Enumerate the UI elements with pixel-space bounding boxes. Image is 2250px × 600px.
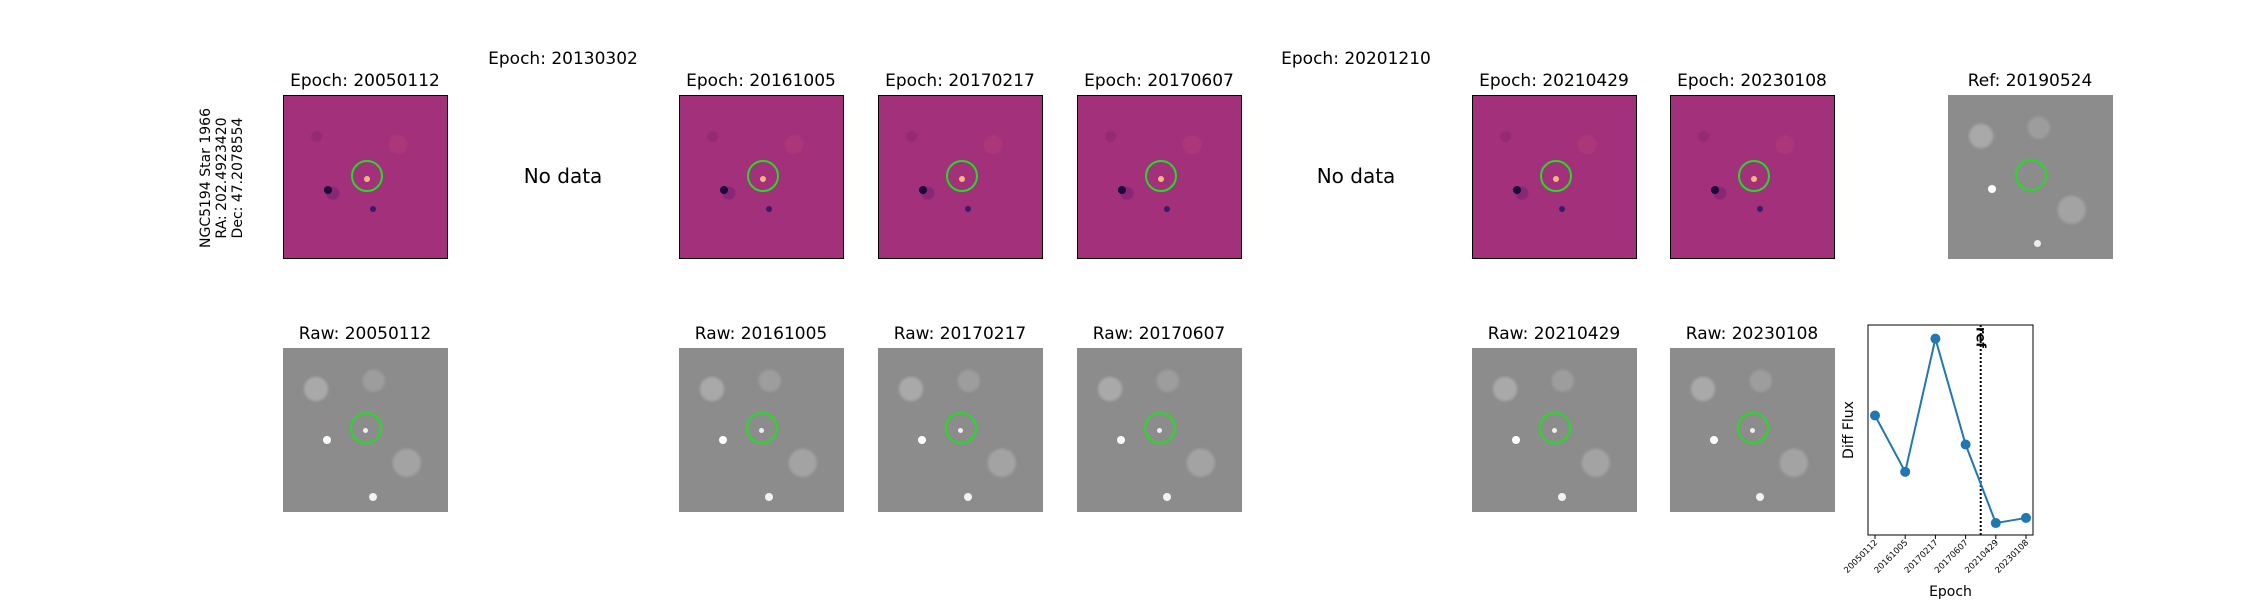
x-axis-label: Epoch	[1929, 584, 1972, 600]
series-line	[1874, 338, 2027, 525]
raw-title: Raw: 20230108	[1685, 324, 1819, 344]
data-point	[1960, 439, 1971, 450]
star-name: NGC5194 Star 1966	[198, 108, 214, 248]
aperture-circle	[1737, 412, 1769, 444]
diff-title: Epoch: 20170607	[1084, 71, 1234, 91]
raw-image	[1077, 348, 1242, 512]
ref-title: Ref: 20190524	[1967, 71, 2093, 91]
diff-title: Epoch: 20170217	[885, 71, 1035, 91]
raw-title: Raw: 20210429	[1487, 324, 1621, 344]
raw-image	[1670, 348, 1835, 512]
aperture-circle	[946, 160, 978, 192]
raw-image	[679, 348, 844, 512]
data-point	[1870, 410, 1880, 421]
data-point	[2021, 512, 2031, 523]
data-point	[1930, 333, 1941, 344]
diff-image	[1670, 95, 1835, 259]
no-data-label: No data	[1316, 164, 1396, 188]
raw-title: Raw: 20050112	[298, 324, 432, 344]
diff-title: Epoch: 20201210	[1281, 49, 1431, 69]
star-dec: Dec: 47.2078554	[230, 117, 246, 239]
raw-image	[878, 348, 1043, 512]
aperture-circle	[1738, 160, 1770, 192]
ref-line-label: ref	[1973, 327, 1988, 348]
aperture-circle	[746, 412, 778, 444]
chart-frame	[1867, 324, 2034, 536]
data-point	[1990, 518, 2001, 529]
star-label: NGC5194 Star 1966 RA: 202.4923420 Dec: 4…	[198, 108, 246, 248]
diff-flux-chart: ref2005011220161005201702172017060720210…	[1841, 324, 2034, 600]
diff-image	[1472, 95, 1637, 259]
aperture-circle	[945, 412, 977, 444]
ref-image	[1948, 95, 2113, 259]
raw-image	[1472, 348, 1637, 512]
aperture-circle	[1539, 412, 1571, 444]
raw-title: Raw: 20170217	[893, 324, 1027, 344]
diff-image	[1077, 95, 1242, 259]
diff-image	[679, 95, 844, 259]
raw-image	[283, 348, 448, 512]
diff-image	[283, 95, 448, 259]
diff-title: Epoch: 20130302	[488, 49, 638, 69]
data-point	[1900, 466, 1911, 477]
diff-title: Epoch: 20230108	[1677, 71, 1827, 91]
diff-title: Epoch: 20210429	[1479, 71, 1629, 91]
aperture-circle	[1145, 160, 1177, 192]
star-ra: RA: 202.4923420	[214, 117, 230, 239]
aperture-circle	[351, 160, 383, 192]
aperture-circle	[747, 160, 779, 192]
aperture-circle	[350, 412, 382, 444]
y-axis-label: Diff Flux	[1841, 401, 1857, 459]
no-data-label: No data	[523, 164, 603, 188]
aperture-circle	[1540, 160, 1572, 192]
aperture-circle	[2015, 159, 2047, 191]
aperture-circle	[1144, 412, 1176, 444]
raw-title: Raw: 20161005	[694, 324, 828, 344]
diff-image	[878, 95, 1043, 259]
raw-title: Raw: 20170607	[1092, 324, 1226, 344]
diff-title: Epoch: 20161005	[686, 71, 836, 91]
diff-title: Epoch: 20050112	[290, 71, 440, 91]
